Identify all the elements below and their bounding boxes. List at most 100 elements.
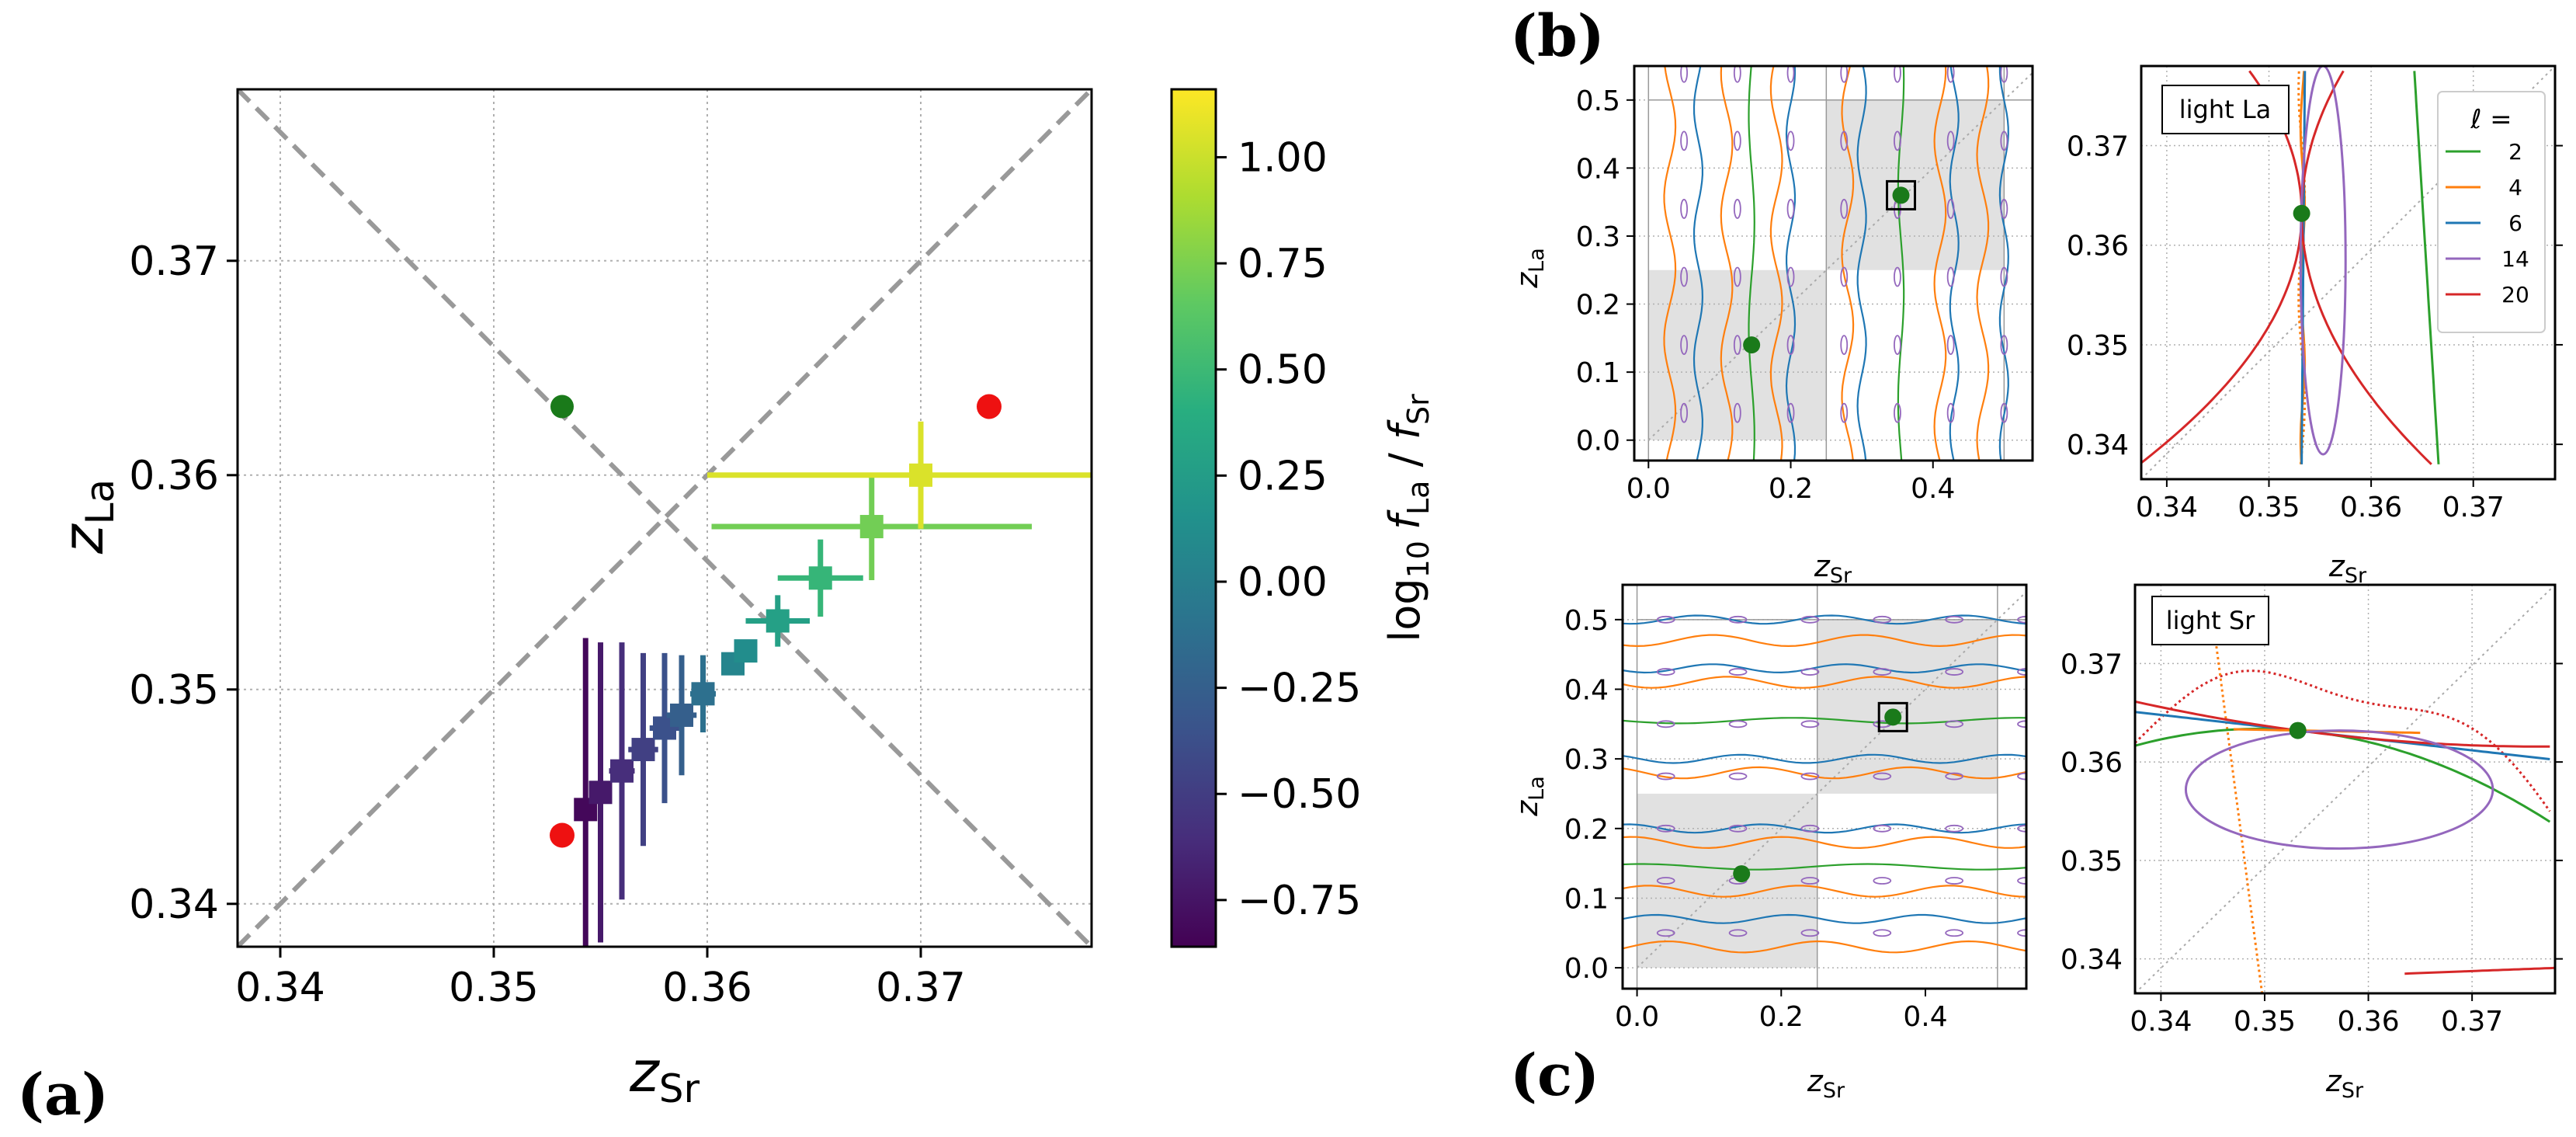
panel-a-label: (a) <box>17 1062 109 1128</box>
small-ellipse <box>1733 66 1741 83</box>
contour-line <box>1663 66 1677 461</box>
panel-a-frame <box>236 88 1093 948</box>
colorbar-tick-label: −0.25 <box>1238 666 1361 712</box>
panel-b-right-body <box>2141 66 2555 479</box>
small-ellipse <box>2017 772 2026 781</box>
small-ellipse <box>1656 720 1675 728</box>
legend-label: 4 <box>2508 175 2522 200</box>
y-tick-label: 0.36 <box>129 453 219 499</box>
x-tick-label: 0.35 <box>2234 1006 2296 1038</box>
colorbar-label-den-sub: Sr <box>1401 394 1436 425</box>
small-ellipse <box>1733 266 1741 287</box>
contour-line <box>1692 66 1704 461</box>
panel-c-left-ylabel-sub: La <box>1525 776 1549 801</box>
contour-line <box>1748 66 1755 461</box>
contour-line <box>1769 66 1783 461</box>
panel-c-left: 0.0 0.2 0.40.00.10.20.30.40.5 zSr zLa (c) <box>1510 583 2028 1109</box>
colorbar-label-slash: / <box>1380 440 1429 481</box>
small-ellipse <box>1840 66 1849 83</box>
x-tick-label: 0.34 <box>235 965 325 1011</box>
small-ellipse <box>1800 615 1820 624</box>
small-ellipse <box>2017 720 2026 728</box>
y-tick-label: 0.36 <box>2060 747 2123 779</box>
panel-c-left-ylabel-base: z <box>1510 800 1544 817</box>
panel-b-right-frame <box>2140 64 2557 481</box>
panel-b-left-ylabel: zLa <box>1510 248 1549 289</box>
contour-line <box>1623 634 2026 648</box>
panel-a-points <box>550 394 1002 848</box>
legend-l: ℓ = 2 4 6 14 20 <box>2437 91 2546 333</box>
small-ellipse <box>1945 929 1964 937</box>
y-tick-label: 0.34 <box>2060 944 2123 976</box>
contour-line <box>1623 823 2026 834</box>
x-tick-label: 0.34 <box>2136 492 2198 523</box>
panel-a-ylabel: zLa <box>50 479 123 555</box>
annotation-light-sr-text: light Sr <box>2166 606 2255 635</box>
colorbar-label-num-sub: La <box>1401 481 1436 515</box>
small-ellipse <box>1786 130 1795 151</box>
y-tick-label: 0.2 <box>1564 814 1609 846</box>
square-marker <box>766 609 790 633</box>
red-point <box>550 822 575 848</box>
panel-b-left-body <box>1634 66 2033 461</box>
x-tick-label: 0.2 <box>1759 1001 1804 1033</box>
legend-label: 6 <box>2508 210 2522 236</box>
small-ellipse <box>1873 772 1892 781</box>
small-ellipse <box>1728 615 1748 624</box>
contour-line <box>1623 663 2026 674</box>
y-tick-label: 0.37 <box>2060 648 2123 680</box>
small-ellipse <box>1946 266 1955 287</box>
highlight-box <box>1886 179 1917 210</box>
panel-b-left-ylabel-base: z <box>1510 272 1544 289</box>
y-tick-label: 0.0 <box>1564 953 1609 985</box>
annotation-light-la: light La <box>2161 85 2290 134</box>
y-tick-label: 0.3 <box>1576 221 1620 253</box>
contour-l20 <box>2135 700 2550 748</box>
small-ellipse <box>1656 615 1675 624</box>
panel-c-left-ticks: 0.0 0.2 0.4 0.0 0.1 0.2 0.3 0.4 0.5 <box>1564 605 1948 1033</box>
small-ellipse <box>1733 199 1741 219</box>
small-ellipse <box>1873 615 1892 624</box>
panel-a-ylabel-sub: La <box>78 479 123 525</box>
small-ellipse <box>1894 130 1901 151</box>
colorbar-ticks: −0.75 −0.50 −0.25 0.00 0.25 0.50 0.75 1.00 <box>1216 134 1361 924</box>
small-ellipse <box>1945 615 1964 624</box>
small-ellipse <box>1656 824 1675 833</box>
small-ellipse <box>1786 402 1795 423</box>
x-tick-label: 0.34 <box>2130 1006 2192 1038</box>
small-ellipse <box>1946 335 1955 356</box>
panel-a-xlabel: zSr <box>629 1039 700 1111</box>
small-ellipse <box>2000 402 2008 423</box>
square-marker <box>691 682 715 706</box>
panel-a-ylabel-base: z <box>50 523 116 555</box>
diagonal-line <box>2141 66 2555 479</box>
contour-line <box>1623 766 2026 780</box>
small-ellipse <box>1680 335 1689 356</box>
panel-b-label: (b) <box>1510 3 1605 70</box>
small-ellipse <box>1680 199 1689 219</box>
small-ellipse <box>1656 772 1675 781</box>
panel-b-left-frame <box>1633 64 2034 462</box>
x-tick-label: 0.35 <box>2238 492 2300 523</box>
y-tick-label: 0.34 <box>2067 429 2129 461</box>
x-tick-label: 0.2 <box>1769 473 1813 505</box>
small-ellipse <box>2000 66 2008 83</box>
panel-c-label: (c) <box>1510 1042 1599 1109</box>
small-ellipse <box>1946 402 1955 423</box>
small-ellipse <box>1800 929 1820 937</box>
y-tick-label: 0.3 <box>1564 744 1609 776</box>
contour-l2 <box>2413 71 2440 464</box>
small-ellipse <box>1800 772 1820 781</box>
colorbar-label-log-sub: 10 <box>1401 541 1436 578</box>
y-tick-label: 0.35 <box>129 667 219 714</box>
square-marker <box>670 703 693 727</box>
colorbar-tick-label: 0.50 <box>1238 347 1328 394</box>
green-point <box>1892 186 1910 204</box>
panel-b-right-ticks: 0.34 0.35 0.36 0.37 0.34 0.35 0.36 0.37 <box>2067 131 2563 523</box>
y-tick-label: 0.0 <box>1576 426 1620 457</box>
small-ellipse <box>1800 668 1820 676</box>
dashed-diagonal <box>238 89 1092 947</box>
panel-c-left-frame <box>1621 583 2028 990</box>
colorbar-tick-label: −0.50 <box>1238 771 1361 818</box>
panel-a: 0.34 0.35 0.36 0.37 0.340.350.360.37 zSr zL… <box>17 88 1093 1128</box>
